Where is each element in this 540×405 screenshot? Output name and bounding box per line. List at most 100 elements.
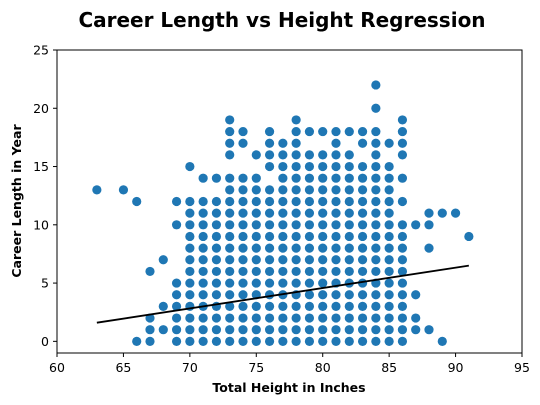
data-point: [185, 255, 195, 265]
data-point: [357, 313, 368, 323]
data-point: [225, 290, 235, 300]
data-point: [371, 336, 381, 346]
data-point: [158, 255, 168, 265]
y-tick-label: 20: [33, 101, 49, 116]
data-point: [225, 220, 235, 230]
data-point: [318, 220, 328, 230]
data-point: [278, 220, 288, 230]
data-point: [331, 290, 341, 300]
data-point: [344, 255, 354, 265]
data-point: [371, 103, 381, 113]
data-point: [171, 301, 182, 311]
data-point: [318, 313, 328, 323]
data-point: [384, 243, 394, 253]
data-point: [397, 278, 408, 288]
data-point: [238, 336, 248, 346]
data-point: [450, 208, 461, 218]
data-point: [344, 336, 354, 346]
data-point: [198, 231, 208, 242]
data-point: [225, 301, 235, 311]
data-point: [251, 231, 261, 242]
data-point: [371, 243, 381, 253]
data-point: [397, 196, 408, 207]
data-point: [264, 313, 275, 323]
data-point: [264, 325, 275, 335]
data-point: [318, 126, 328, 137]
data-point: [291, 325, 301, 335]
data-point: [371, 185, 381, 195]
x-tick-label: 70: [182, 360, 198, 375]
data-point: [344, 161, 354, 172]
data-point: [397, 126, 408, 137]
data-point: [304, 313, 315, 323]
chart-title: Career Length vs Height Regression: [78, 8, 485, 32]
data-point: [357, 301, 368, 311]
data-point: [238, 185, 248, 195]
data-point: [371, 290, 381, 300]
data-point: [384, 266, 394, 277]
data-point: [318, 301, 328, 311]
data-point: [185, 243, 195, 253]
data-point: [278, 325, 288, 335]
x-tick-label: 85: [381, 360, 397, 375]
data-point: [397, 301, 408, 311]
data-point: [278, 278, 288, 288]
data-point: [171, 313, 182, 323]
data-point: [238, 313, 248, 323]
data-point: [264, 243, 275, 253]
y-tick-label: 15: [33, 159, 49, 174]
data-point: [291, 336, 301, 346]
data-point: [318, 231, 328, 242]
data-point: [344, 185, 354, 195]
data-point: [384, 208, 394, 218]
data-point: [371, 161, 381, 172]
data-point: [278, 231, 288, 242]
data-point: [384, 313, 394, 323]
y-axis: 0 5 10 15 20 25: [33, 43, 57, 349]
data-point: [251, 336, 261, 346]
data-point: [371, 255, 381, 265]
data-point: [331, 266, 341, 277]
data-point: [198, 173, 208, 183]
data-point: [264, 278, 275, 288]
data-point: [198, 313, 208, 323]
x-axis-label: Total Height in Inches: [212, 380, 365, 395]
data-point: [384, 185, 394, 195]
data-point: [291, 313, 301, 323]
data-point: [198, 196, 208, 207]
data-point: [357, 126, 368, 137]
data-point: [264, 161, 275, 172]
data-point: [384, 290, 394, 300]
data-point: [264, 196, 275, 207]
data-points: [92, 80, 474, 346]
data-point: [331, 336, 341, 346]
data-point: [264, 336, 275, 346]
data-point: [264, 266, 275, 277]
data-point: [225, 115, 235, 125]
data-point: [225, 325, 235, 335]
data-point: [304, 243, 315, 253]
data-point: [185, 220, 195, 230]
data-point: [357, 138, 368, 148]
data-point: [185, 196, 195, 207]
data-point: [344, 126, 354, 137]
data-point: [278, 336, 288, 346]
data-point: [397, 336, 408, 346]
data-point: [357, 325, 368, 335]
data-point: [344, 301, 354, 311]
data-point: [291, 150, 301, 160]
data-point: [264, 255, 275, 265]
data-point: [278, 255, 288, 265]
data-point: [251, 185, 261, 195]
regression-line-group: [96, 264, 469, 324]
data-point: [357, 173, 368, 183]
data-point: [331, 126, 341, 137]
data-point: [251, 278, 261, 288]
data-point: [318, 325, 328, 335]
x-tick-label: 65: [115, 360, 131, 375]
y-axis-label: Career Length in Year: [9, 124, 24, 278]
data-point: [384, 255, 394, 265]
data-point: [225, 336, 235, 346]
data-point: [291, 173, 301, 183]
data-point: [318, 290, 328, 300]
